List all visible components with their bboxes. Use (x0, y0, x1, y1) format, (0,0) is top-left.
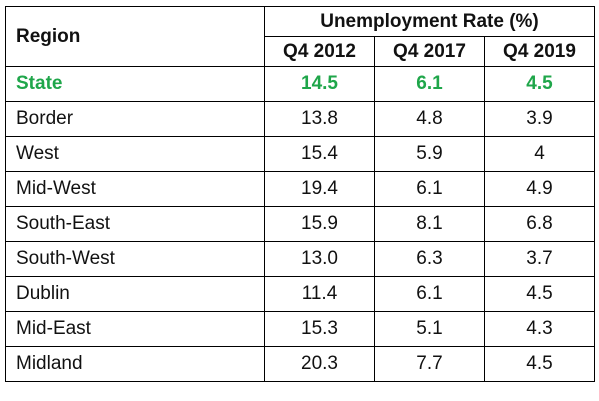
rate-q4-2012: 19.4 (264, 171, 375, 207)
rate-q4-2017: 5.9 (374, 136, 485, 172)
period-header-q4-2017: Q4 2017 (374, 36, 485, 67)
table-row-midland: Midland 20.3 7.7 4.5 (5, 346, 595, 382)
rate-q4-2019: 4.5 (484, 276, 595, 312)
rate-q4-2019: 4.5 (484, 346, 595, 382)
rate-q4-2017: 5.1 (374, 311, 485, 347)
rate-q4-2012: 14.5 (264, 66, 375, 102)
rate-q4-2017: 6.1 (374, 66, 485, 102)
region-name: West (5, 136, 265, 172)
table-row-mid-west: Mid-West 19.4 6.1 4.9 (5, 171, 595, 207)
rate-q4-2017: 8.1 (374, 206, 485, 242)
region-column-header: Region (5, 6, 265, 67)
rate-q4-2017: 6.3 (374, 241, 485, 277)
rate-q4-2017: 6.1 (374, 276, 485, 312)
region-name: Midland (5, 346, 265, 382)
rate-q4-2017: 4.8 (374, 101, 485, 137)
region-name: Border (5, 101, 265, 137)
rate-q4-2012: 13.0 (264, 241, 375, 277)
rate-q4-2017: 7.7 (374, 346, 485, 382)
table-row-south-west: South-West 13.0 6.3 3.7 (5, 241, 595, 277)
rate-q4-2019: 6.8 (484, 206, 595, 242)
rate-q4-2012: 20.3 (264, 346, 375, 382)
region-name: South-West (5, 241, 265, 277)
period-header-q4-2019: Q4 2019 (484, 36, 595, 67)
rate-q4-2019: 3.7 (484, 241, 595, 277)
rate-q4-2012: 13.8 (264, 101, 375, 137)
header-row-top: Region Unemployment Rate (%) (5, 6, 595, 67)
unemployment-rate-header: Unemployment Rate (%) (264, 6, 595, 37)
period-header-q4-2012: Q4 2012 (264, 36, 375, 67)
region-name: Mid-West (5, 171, 265, 207)
rate-q4-2019: 4 (484, 136, 595, 172)
table-row-border: Border 13.8 4.8 3.9 (5, 101, 595, 137)
header-row-periods: Q4 2012 Q4 2017 Q4 2019 (6, 36, 595, 67)
rate-q4-2019: 4.5 (484, 66, 595, 102)
region-name: State (5, 66, 265, 102)
rate-q4-2012: 15.3 (264, 311, 375, 347)
rate-q4-2012: 15.9 (264, 206, 375, 242)
rate-q4-2019: 3.9 (484, 101, 595, 137)
rate-q4-2019: 4.9 (484, 171, 595, 207)
rate-q4-2012: 15.4 (264, 136, 375, 172)
table-row-dublin: Dublin 11.4 6.1 4.5 (5, 276, 595, 312)
region-name: Mid-East (5, 311, 265, 347)
region-name: South-East (5, 206, 265, 242)
table-row-west: West 15.4 5.9 4 (5, 136, 595, 172)
region-name: Dublin (5, 276, 265, 312)
rate-q4-2019: 4.3 (484, 311, 595, 347)
table-row-south-east: South-East 15.9 8.1 6.8 (5, 206, 595, 242)
unemployment-table: Region Unemployment Rate (%) Q4 2012 Q4 … (5, 6, 595, 382)
table-row-mid-east: Mid-East 15.3 5.1 4.3 (5, 311, 595, 347)
table-row-state: State 14.5 6.1 4.5 (5, 66, 595, 102)
rate-q4-2017: 6.1 (374, 171, 485, 207)
rate-q4-2012: 11.4 (264, 276, 375, 312)
